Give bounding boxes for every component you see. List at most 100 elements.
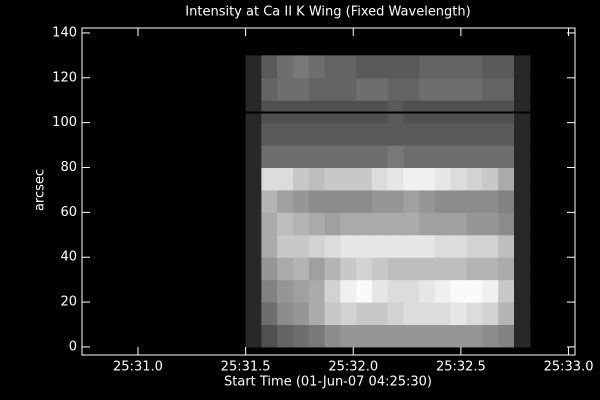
pixel	[466, 55, 483, 79]
pixel	[482, 257, 499, 281]
pixel	[387, 122, 404, 146]
pixel	[324, 189, 341, 213]
pixel	[308, 257, 326, 281]
pixel	[482, 145, 499, 169]
pixel	[292, 145, 310, 169]
pixel	[340, 145, 357, 169]
pixel	[419, 145, 436, 169]
pixel	[387, 55, 404, 79]
pixel	[277, 234, 294, 258]
pixel	[324, 55, 341, 79]
pixel	[419, 257, 436, 281]
pixel	[277, 324, 294, 348]
pixel	[340, 324, 357, 348]
pixel	[292, 324, 310, 348]
pixel	[419, 122, 436, 146]
pixel	[435, 234, 452, 258]
pixel	[277, 257, 294, 281]
y-tick-label: 120	[52, 70, 77, 85]
pixel	[514, 257, 531, 281]
pixel	[466, 279, 483, 303]
pixel	[403, 189, 420, 213]
pixel	[498, 145, 515, 169]
y-tick-label: 100	[52, 115, 77, 130]
pixel	[498, 212, 515, 236]
pixel	[356, 55, 373, 79]
pixel	[277, 189, 294, 213]
pixel	[356, 212, 373, 236]
pixel	[308, 145, 326, 169]
pixel	[482, 279, 499, 303]
y-tick-label: 20	[60, 295, 77, 310]
pixel	[261, 189, 278, 213]
pixel	[450, 122, 468, 146]
pixel	[371, 167, 389, 191]
pixel	[371, 234, 389, 258]
pixel	[466, 167, 483, 191]
pixel	[340, 302, 357, 325]
pixel	[277, 145, 294, 169]
pixel	[466, 257, 483, 281]
chart-title: Intensity at Ca II K Wing (Fixed Wavelen…	[185, 5, 470, 20]
pixel	[356, 302, 373, 325]
pixel	[340, 77, 357, 101]
pixel	[277, 279, 294, 303]
pixel	[435, 324, 452, 348]
pixel	[450, 279, 468, 303]
pixel	[324, 257, 341, 281]
pixel	[356, 77, 373, 101]
x-tick-label: 25:33.0	[544, 360, 594, 375]
pixel	[450, 212, 468, 236]
pixel	[371, 77, 389, 101]
pixel	[245, 77, 262, 101]
pixel	[466, 324, 483, 348]
pixel	[419, 77, 436, 101]
pixel	[419, 302, 436, 325]
pixel	[261, 167, 278, 191]
pixel	[356, 122, 373, 146]
x-tick-label: 25:32.5	[436, 360, 486, 375]
pixel	[450, 55, 468, 79]
pixel	[340, 279, 357, 303]
pixel	[245, 122, 262, 146]
pixel	[435, 55, 452, 79]
x-tick-label: 25:31.0	[113, 360, 163, 375]
pixel	[340, 122, 357, 146]
pixel	[261, 77, 278, 101]
y-tick-label: 140	[52, 25, 77, 40]
pixel	[340, 167, 357, 191]
pixel	[245, 234, 262, 258]
pixel	[514, 55, 531, 79]
pixel	[482, 122, 499, 146]
pixel	[403, 145, 420, 169]
pixel	[419, 324, 436, 348]
pixel	[514, 145, 531, 169]
pixel	[245, 279, 262, 303]
pixel	[403, 234, 420, 258]
pixel	[324, 145, 341, 169]
pixel	[403, 55, 420, 79]
pixel	[466, 212, 483, 236]
pixel	[482, 167, 499, 191]
pixel	[498, 324, 515, 348]
pixel	[277, 212, 294, 236]
y-axis-label: arcsec	[33, 169, 48, 211]
pixel	[371, 122, 389, 146]
pixel	[514, 122, 531, 146]
pixel	[292, 234, 310, 258]
pixel	[292, 55, 310, 79]
pixel	[371, 55, 389, 79]
pixel	[435, 167, 452, 191]
pixel	[356, 279, 373, 303]
pixel	[387, 324, 404, 348]
pixel	[261, 324, 278, 348]
pixel	[466, 122, 483, 146]
pixel	[482, 55, 499, 79]
pixel	[261, 212, 278, 236]
x-axis-label: Start Time (01-Jun-07 04:25:30)	[224, 375, 432, 390]
pixel	[308, 167, 326, 191]
pixel	[356, 324, 373, 348]
pixel	[387, 257, 404, 281]
pixel	[356, 145, 373, 169]
